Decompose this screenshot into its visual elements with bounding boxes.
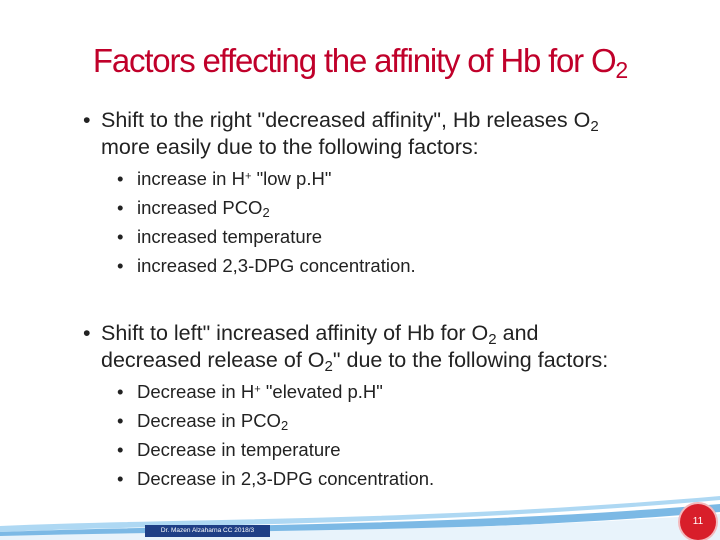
left-shift-line-2: decreased release of O2" due to the foll… xyxy=(101,348,609,375)
list-item: • Decrease in 2,3-DPG concentration. xyxy=(117,468,435,489)
right-shift-bullet: • Shift to the right "decreased affinity… xyxy=(83,107,703,163)
right-shift-line-1: Shift to the right "decreased affinity",… xyxy=(101,108,599,135)
left-shift-factor-list: • Decrease in H+ "elevated p.H" • Decrea… xyxy=(117,377,677,493)
left-shift-line-1: Shift to left" increased affinity of Hb … xyxy=(101,321,539,348)
list-item: • increased 2,3-DPG concentration. xyxy=(117,255,416,276)
right-shift-factor-list: • increase in H+ "low p.H" • increased P… xyxy=(117,164,677,280)
right-shift-line-2: more easily due to the following factors… xyxy=(101,135,479,159)
list-item: • Decrease in temperature xyxy=(117,439,341,460)
slide-title: Factors effecting the affinity of Hb for… xyxy=(92,42,628,83)
page-number-badge: 11 xyxy=(680,504,716,540)
list-item: • increased temperature xyxy=(117,226,323,247)
list-item: • increase in H+ "low p.H" xyxy=(117,168,332,189)
right-shift-text: Shift to the right "decreased affinity",… xyxy=(101,107,701,161)
footer-author-label: Dr. Mazen Alzaharna CC 2018/3 xyxy=(145,525,270,537)
list-item: • Decrease in PCO2 xyxy=(117,410,289,434)
left-shift-text: Shift to left" increased affinity of Hb … xyxy=(101,320,701,374)
list-item: • Decrease in H+ "elevated p.H" xyxy=(117,381,383,402)
bullet-dot: • xyxy=(83,108,91,132)
title-subscript: 2 xyxy=(615,56,628,83)
list-item: • increased PCO2 xyxy=(117,197,270,221)
left-shift-bullet: • Shift to left" increased affinity of H… xyxy=(83,320,703,376)
decorative-wave-icon xyxy=(0,496,720,540)
bullet-dot: • xyxy=(83,321,91,345)
